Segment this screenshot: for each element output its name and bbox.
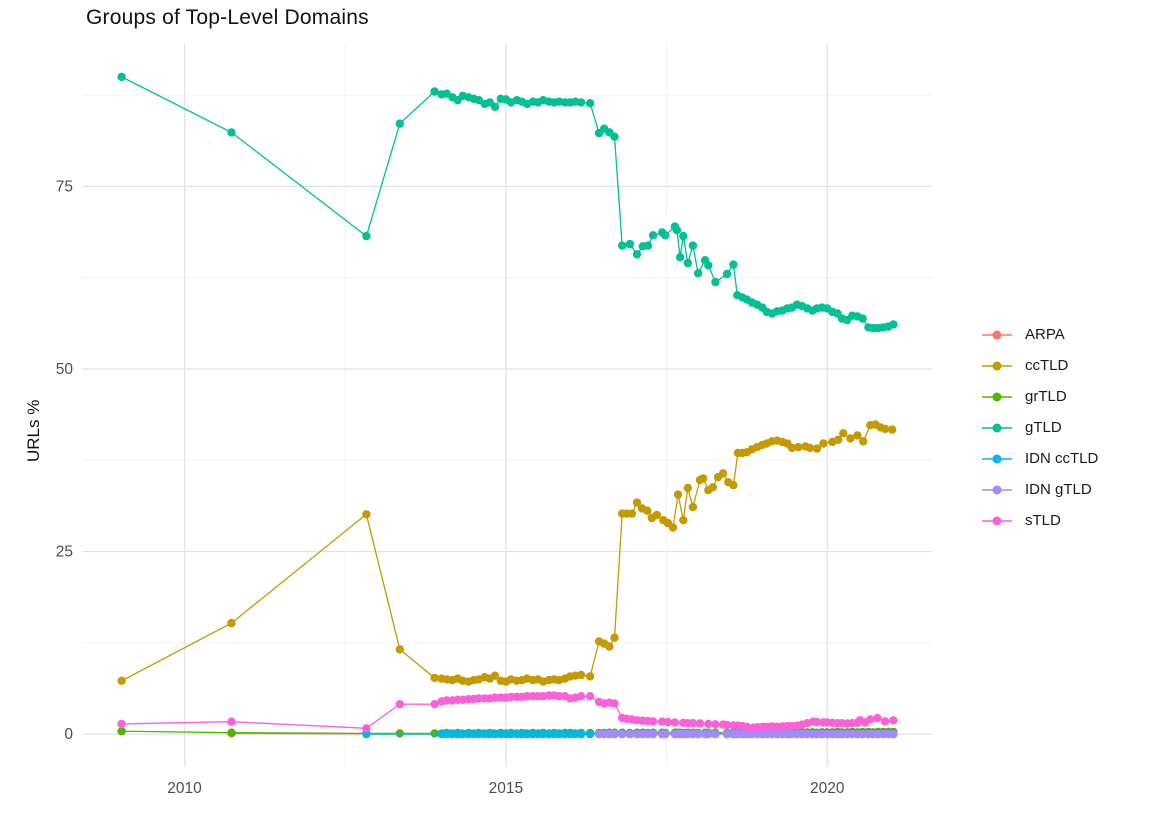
legend-key-cctld (982, 361, 1012, 370)
grid-major (83, 44, 932, 767)
x-tick-label: 2010 (167, 780, 202, 797)
x-tick-label: 2020 (810, 780, 845, 797)
grid-minor (83, 44, 932, 767)
legend-item-idn-cctld: IDN ccTLD (982, 443, 1098, 474)
y-tick-label: 25 (56, 544, 73, 561)
legend-item-idn-gtld: IDN gTLD (982, 474, 1098, 505)
legend-key-idn-cctld (982, 454, 1012, 463)
series-idn-gtld (594, 729, 898, 739)
series-cctld (117, 420, 897, 686)
legend-label-grtld: grTLD (1025, 388, 1067, 405)
axis-tick-labels: 0 25 50 75 2010 2015 2020 (56, 178, 845, 797)
legend-item-cctld: ccTLD (982, 350, 1098, 381)
legend: ARPA ccTLD grTLD gTLD IDN ccTLD IDN gTLD sTLD (982, 319, 1098, 536)
legend-key-idn-gtld (982, 485, 1012, 494)
legend-key-stld (982, 516, 1012, 525)
legend-label-arpa: ARPA (1025, 326, 1065, 343)
y-tick-label: 75 (56, 178, 73, 195)
legend-item-stld: sTLD (982, 505, 1098, 536)
legend-label-idn-cctld: IDN ccTLD (1025, 450, 1099, 467)
x-tick-label: 2015 (489, 780, 523, 797)
legend-key-arpa (982, 330, 1012, 339)
legend-label-gtld: gTLD (1025, 419, 1062, 436)
legend-key-gtld (982, 423, 1012, 432)
chart-title: Groups of Top-Level Domains (86, 6, 369, 29)
y-tick-label: 50 (56, 361, 74, 378)
y-tick-label: 0 (64, 726, 73, 743)
legend-label-cctld: ccTLD (1025, 357, 1069, 374)
legend-key-grtld (982, 392, 1012, 401)
legend-label-idn-gtld: IDN gTLD (1025, 481, 1092, 498)
series-stld (117, 691, 898, 733)
legend-item-arpa: ARPA (982, 319, 1098, 350)
legend-item-gtld: gTLD (982, 412, 1098, 443)
series-gtld (117, 72, 898, 333)
legend-label-stld: sTLD (1025, 512, 1061, 529)
legend-item-grtld: grTLD (982, 381, 1098, 412)
